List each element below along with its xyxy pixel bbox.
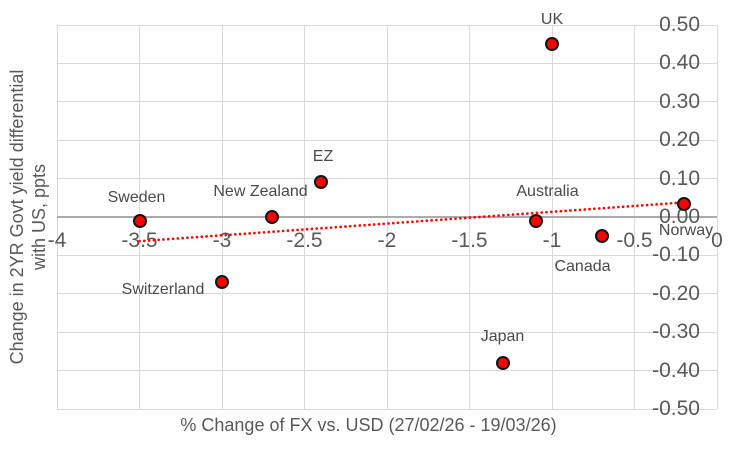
data-point — [132, 213, 147, 228]
gridline-horizontal — [57, 101, 717, 103]
gridline-horizontal — [57, 408, 717, 410]
x-tick-label: -1.5 — [451, 229, 488, 252]
point-label: New Zealand — [213, 183, 308, 200]
plot-area: -4 -3.5 -3 -2.5 -2 -1.5 -1 -0.5 0 0.50 0.40 0.30 0.2… — [48, 11, 723, 420]
point-label: Sweden — [107, 188, 166, 206]
y-tick-label: -0.50 — [652, 397, 700, 420]
gridline-horizontal — [57, 62, 717, 64]
point-label: Norway — [658, 221, 714, 239]
y-tick-label: 0.20 — [659, 128, 700, 152]
point-label: Canada — [554, 258, 611, 276]
data-point — [264, 210, 279, 224]
y-tick-label: 0.00 — [659, 205, 700, 228]
y-tick-label: -0.20 — [652, 281, 700, 305]
y-tick-label: 0.10 — [659, 166, 700, 190]
data-point — [495, 355, 510, 370]
x-tick-label: -1 — [542, 229, 562, 252]
trendline — [138, 201, 686, 243]
y-tick-label: -0.10 — [652, 243, 700, 267]
y-tick-label: 0.40 — [659, 51, 700, 75]
gridline-horizontal — [57, 24, 717, 26]
y-axis-title: Change in 2YR Govt yield differential wi… — [6, 7, 54, 427]
data-point — [545, 37, 559, 52]
y-tick-label: 0.30 — [659, 89, 700, 113]
x-axis-line — [57, 216, 717, 218]
gridline-horizontal — [57, 370, 717, 372]
x-tick-label: -4 — [47, 229, 67, 252]
y-axis-title-line1: Change in 2YR Govt yield differential — [7, 69, 27, 365]
data-point — [594, 229, 609, 244]
gridline-vertical — [716, 25, 718, 409]
x-axis-title: % Change of FX vs. USD (27/02/26 - 19/03… — [180, 415, 557, 435]
y-tick-label: 0.50 — [659, 13, 700, 36]
x-tick-label: -2.5 — [286, 229, 323, 252]
y-tick-label: -0.40 — [652, 358, 700, 382]
point-label: UK — [540, 11, 564, 29]
trendline-layer — [138, 201, 686, 243]
y-axis-title-line2: with US, ppts — [29, 163, 49, 271]
point-label: Australia — [516, 182, 579, 200]
x-tick-label: 0 — [711, 229, 723, 252]
gridline-horizontal — [57, 139, 717, 141]
data-point — [528, 213, 543, 228]
y-tick-label: -0.30 — [652, 320, 700, 344]
gridline-horizontal — [57, 293, 717, 295]
data-point — [215, 275, 229, 290]
point-label: Switzerland — [121, 281, 205, 299]
x-tick-label: -2 — [377, 229, 397, 252]
x-tick-label: -0.5 — [616, 229, 653, 252]
point-label: Japan — [480, 327, 525, 345]
data-point — [677, 196, 691, 211]
gridline-horizontal — [57, 254, 717, 256]
gridline-horizontal — [57, 178, 717, 180]
point-label: EZ — [312, 148, 334, 166]
gridline-horizontal — [57, 331, 717, 333]
data-point — [314, 175, 328, 190]
